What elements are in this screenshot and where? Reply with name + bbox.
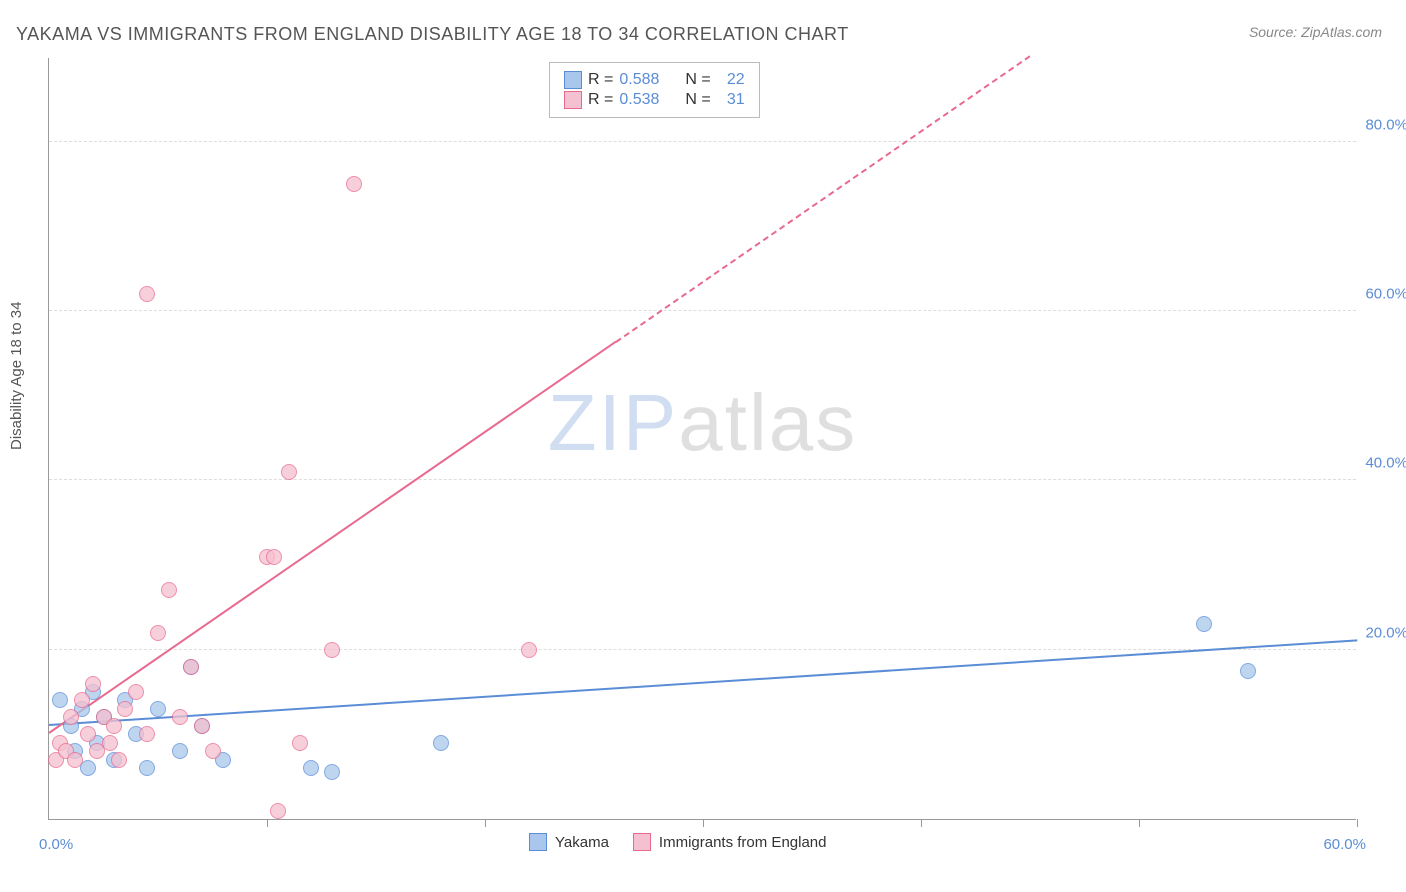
watermark: ZIPatlas xyxy=(548,377,857,469)
y-axis-label: Disability Age 18 to 34 xyxy=(8,302,25,450)
y-tick-label: 20.0% xyxy=(1365,624,1406,641)
scatter-point xyxy=(324,642,340,658)
scatter-point xyxy=(85,676,101,692)
gridline-h xyxy=(49,141,1356,142)
y-tick-label: 40.0% xyxy=(1365,455,1406,472)
r-label: R = xyxy=(588,91,613,109)
scatter-point xyxy=(346,176,362,192)
scatter-point xyxy=(433,735,449,751)
scatter-point xyxy=(521,642,537,658)
watermark-atlas: atlas xyxy=(678,378,857,467)
scatter-point xyxy=(292,735,308,751)
n-value: 22 xyxy=(717,71,745,89)
legend-label: Immigrants from England xyxy=(659,834,827,851)
x-axis-max-label: 60.0% xyxy=(1323,836,1366,853)
scatter-point xyxy=(128,684,144,700)
r-label: R = xyxy=(588,71,613,89)
x-tick xyxy=(485,819,486,827)
legend-label: Yakama xyxy=(555,834,609,851)
scatter-point xyxy=(139,726,155,742)
legend-swatch xyxy=(529,833,547,851)
legend-row: R = 0.538 N = 31 xyxy=(564,91,745,109)
gridline-h xyxy=(49,649,1356,650)
legend-item: Yakama xyxy=(529,833,609,851)
n-label: N = xyxy=(685,71,710,89)
scatter-point xyxy=(150,701,166,717)
series-legend: Yakama Immigrants from England xyxy=(529,833,827,851)
scatter-point xyxy=(266,549,282,565)
scatter-point xyxy=(281,464,297,480)
scatter-point xyxy=(205,743,221,759)
scatter-point xyxy=(172,743,188,759)
scatter-point xyxy=(102,735,118,751)
legend-item: Immigrants from England xyxy=(633,833,827,851)
scatter-point xyxy=(172,709,188,725)
plot-area: ZIPatlas R =0.588N =22R =0.538N =31 0.0%… xyxy=(48,58,1356,820)
scatter-point xyxy=(52,692,68,708)
trend-line xyxy=(49,639,1357,726)
n-label: N = xyxy=(685,91,710,109)
x-tick xyxy=(267,819,268,827)
scatter-point xyxy=(303,760,319,776)
y-tick-label: 60.0% xyxy=(1365,286,1406,303)
x-tick xyxy=(921,819,922,827)
watermark-zip: ZIP xyxy=(548,378,678,467)
legend-swatch xyxy=(564,91,582,109)
scatter-point xyxy=(139,760,155,776)
y-tick-label: 80.0% xyxy=(1365,116,1406,133)
legend-swatch xyxy=(564,71,582,89)
scatter-point xyxy=(106,718,122,734)
scatter-point xyxy=(80,726,96,742)
scatter-point xyxy=(63,709,79,725)
r-value: 0.588 xyxy=(619,71,669,89)
scatter-point xyxy=(1196,616,1212,632)
source-attribution: Source: ZipAtlas.com xyxy=(1249,24,1382,40)
scatter-point xyxy=(270,803,286,819)
scatter-point xyxy=(1240,663,1256,679)
gridline-h xyxy=(49,310,1356,311)
legend-swatch xyxy=(633,833,651,851)
x-tick xyxy=(703,819,704,827)
scatter-point xyxy=(74,692,90,708)
scatter-point xyxy=(139,286,155,302)
n-value: 31 xyxy=(717,91,745,109)
scatter-point xyxy=(324,764,340,780)
trend-line xyxy=(48,341,616,734)
chart-title: YAKAMA VS IMMIGRANTS FROM ENGLAND DISABI… xyxy=(16,24,849,45)
legend-row: R = 0.588 N = 22 xyxy=(564,71,745,89)
scatter-point xyxy=(183,659,199,675)
scatter-point xyxy=(117,701,133,717)
scatter-point xyxy=(161,582,177,598)
x-tick xyxy=(1357,819,1358,827)
scatter-point xyxy=(150,625,166,641)
scatter-point xyxy=(194,718,210,734)
r-value: 0.538 xyxy=(619,91,669,109)
scatter-point xyxy=(67,752,83,768)
correlation-legend: R = 0.588 N = 22 R = 0.538 N = 31 xyxy=(549,62,760,118)
gridline-h xyxy=(49,479,1356,480)
scatter-point xyxy=(111,752,127,768)
x-axis-min-label: 0.0% xyxy=(39,836,73,853)
x-tick xyxy=(1139,819,1140,827)
